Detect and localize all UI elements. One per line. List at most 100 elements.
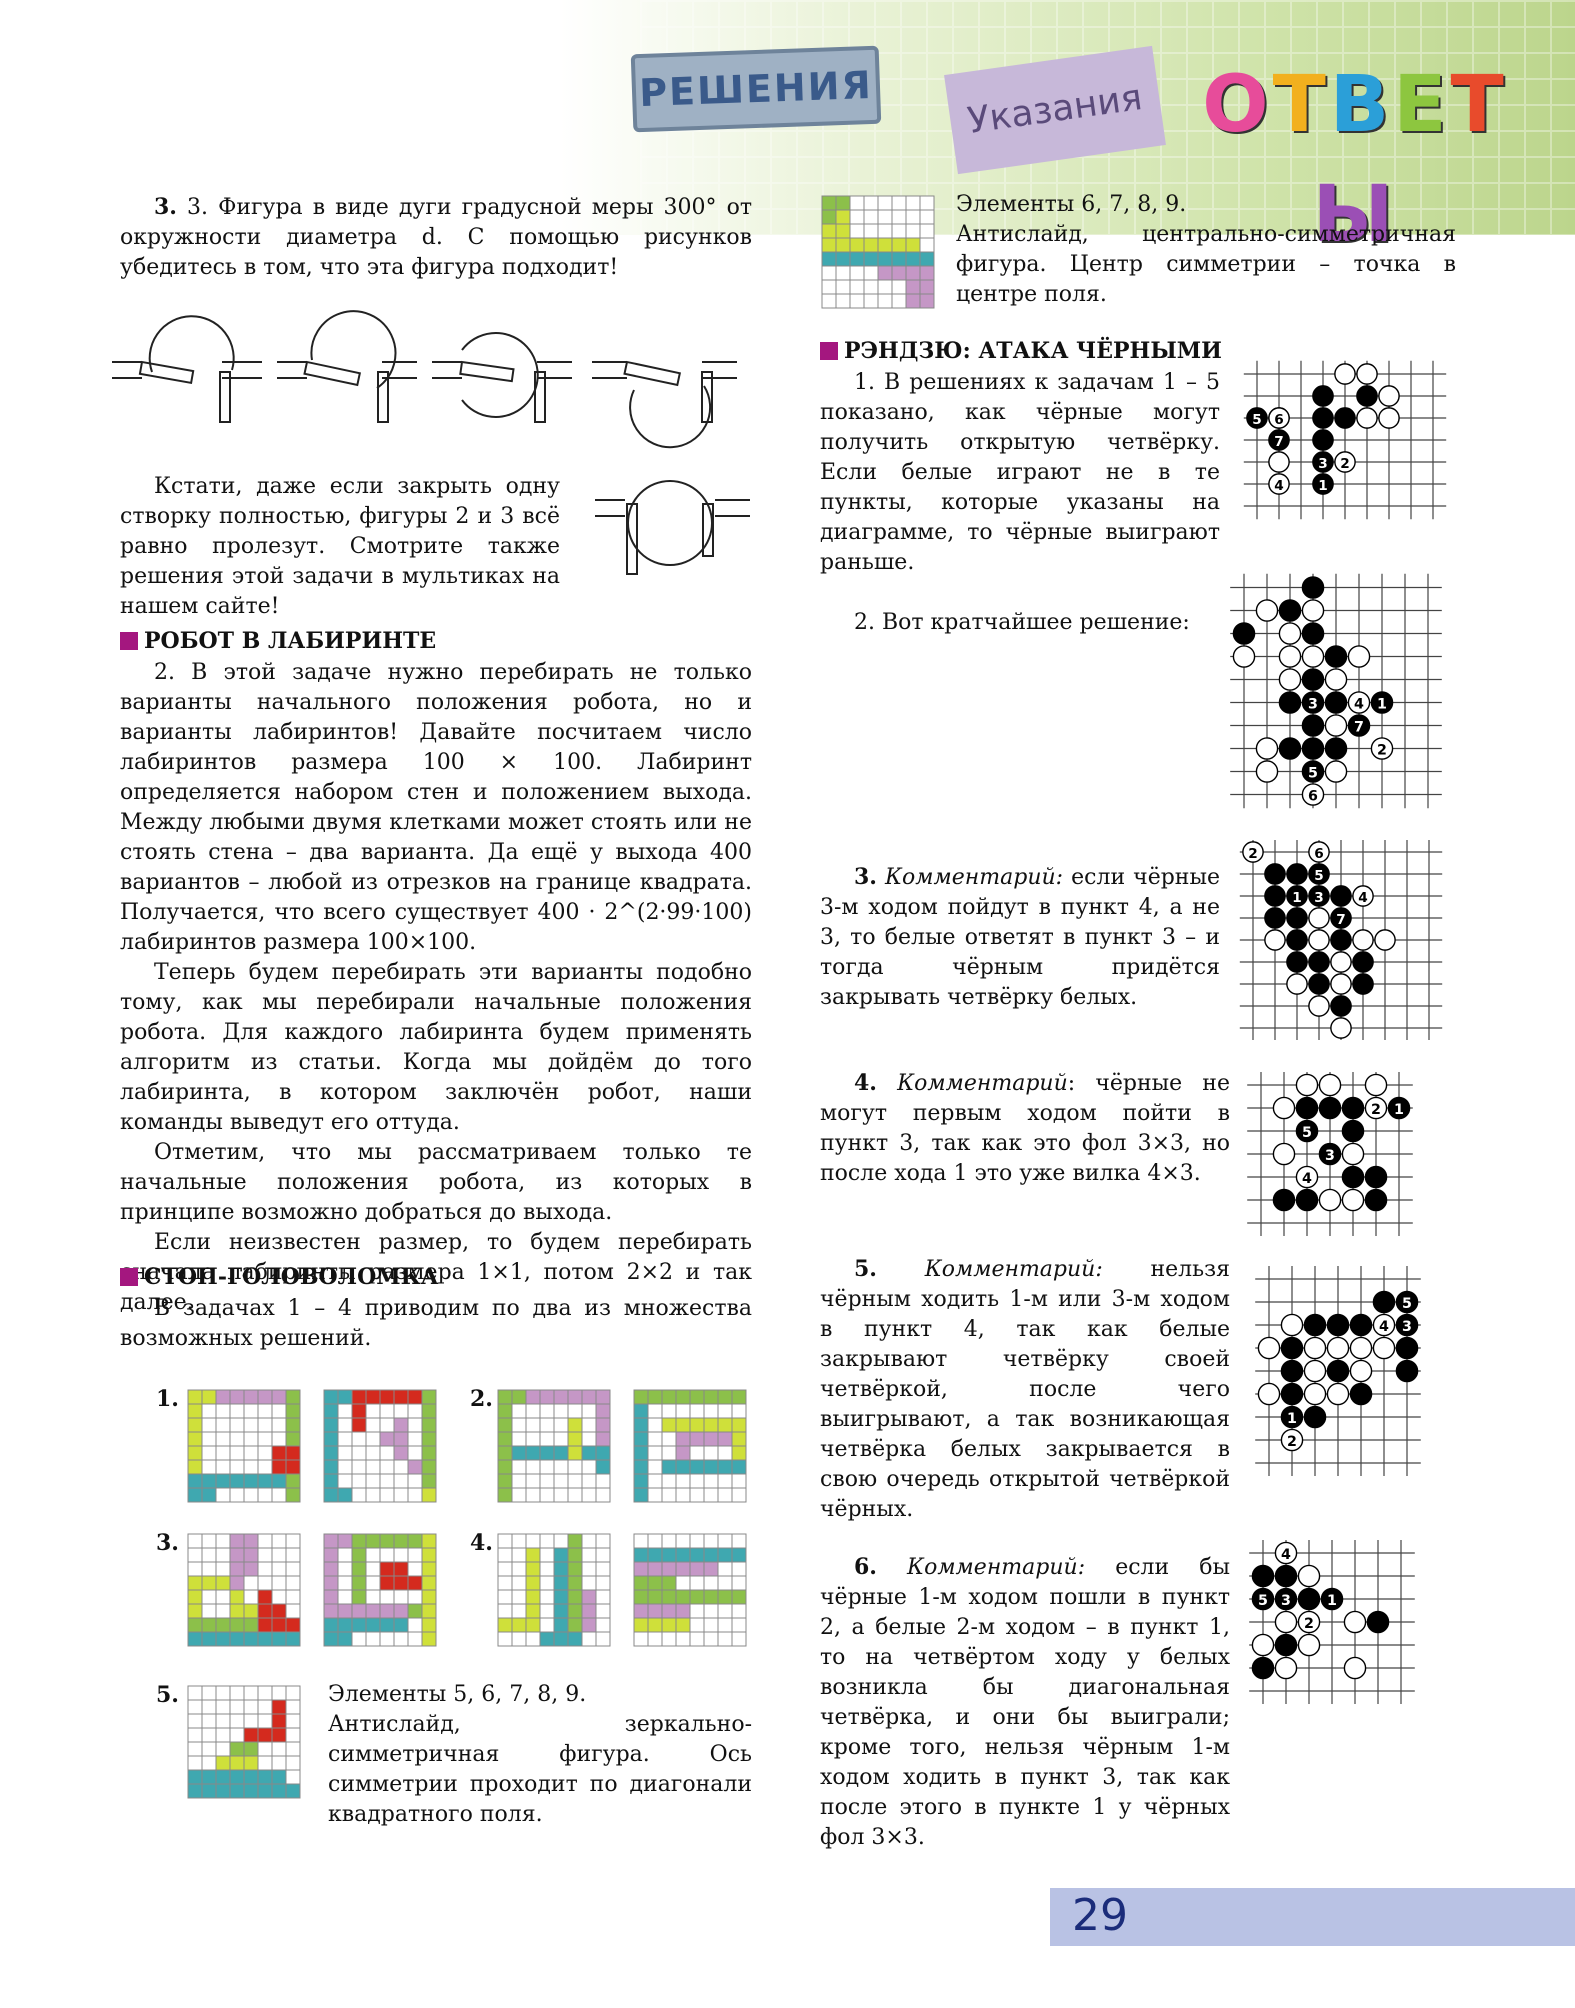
puzzle-cell bbox=[689, 1459, 705, 1475]
white-stone bbox=[1303, 1359, 1327, 1383]
puzzle-cell bbox=[379, 1603, 395, 1619]
puzzle-cell bbox=[187, 1417, 203, 1433]
black-stone bbox=[1330, 995, 1352, 1017]
puzzle-cell bbox=[407, 1547, 423, 1563]
puzzle-cell bbox=[337, 1547, 353, 1563]
black-stone bbox=[1395, 1290, 1419, 1314]
puzzle-cell bbox=[215, 1603, 231, 1619]
puzzle-cell bbox=[421, 1389, 437, 1405]
puzzle-cell bbox=[271, 1417, 287, 1433]
answers-letter: Т bbox=[1450, 60, 1508, 150]
puzzle-cell bbox=[689, 1617, 705, 1633]
puzzle-cell bbox=[243, 1617, 259, 1633]
puzzle-cell bbox=[285, 1755, 301, 1771]
puzzle-cell bbox=[525, 1589, 541, 1605]
puzzle-cell bbox=[285, 1783, 301, 1799]
puzzle-cell bbox=[553, 1617, 569, 1633]
stone-number: 4 bbox=[1281, 1547, 1291, 1563]
puzzle-cell bbox=[595, 1473, 611, 1489]
puzzle-cell bbox=[351, 1561, 367, 1577]
puzzle-cell bbox=[215, 1533, 231, 1549]
puzzle-cell bbox=[201, 1617, 217, 1633]
puzzle-cell bbox=[393, 1459, 409, 1475]
puzzle-cell bbox=[647, 1417, 663, 1433]
puzzle-cell bbox=[257, 1389, 273, 1405]
white-stone bbox=[1274, 1541, 1298, 1565]
puzzle-cell bbox=[187, 1561, 203, 1577]
white-stone bbox=[1297, 1633, 1321, 1657]
puzzle-cell bbox=[337, 1603, 353, 1619]
puzzle-cell bbox=[717, 1533, 733, 1549]
puzzle-cell bbox=[539, 1473, 555, 1489]
puzzle-cell bbox=[863, 265, 879, 281]
puzzle-cell bbox=[497, 1603, 513, 1619]
puzzle-cell bbox=[525, 1389, 541, 1405]
black-stone bbox=[1352, 951, 1374, 973]
puzzle-cell bbox=[835, 279, 851, 295]
puzzle-cell bbox=[201, 1533, 217, 1549]
puzzle-cell bbox=[647, 1459, 663, 1475]
puzzle-cell bbox=[891, 209, 907, 225]
puzzle-cell bbox=[717, 1589, 733, 1605]
puzzle-cell bbox=[567, 1389, 583, 1405]
puzzle-cell bbox=[323, 1389, 339, 1405]
puzzle-cell bbox=[257, 1699, 273, 1715]
puzzle-cell bbox=[351, 1589, 367, 1605]
puzzle-cell bbox=[201, 1561, 217, 1577]
stop-text: В задачах 1 – 4 приводим по два из множе… bbox=[120, 1296, 752, 1351]
puzzle-cell bbox=[215, 1755, 231, 1771]
puzzle-cell bbox=[717, 1445, 733, 1461]
white-stone bbox=[1274, 1656, 1298, 1680]
section-robot-title: РОБОТ В ЛАБИРИНТЕ bbox=[120, 626, 436, 656]
puzzle-cell bbox=[661, 1445, 677, 1461]
puzzle-cell bbox=[633, 1473, 649, 1489]
puzzle-cell bbox=[271, 1617, 287, 1633]
white-stone bbox=[1343, 1610, 1367, 1634]
puzzle-cell bbox=[647, 1547, 663, 1563]
puzzle-cell bbox=[539, 1575, 555, 1591]
black-stone bbox=[1301, 622, 1325, 645]
puzzle-cell bbox=[421, 1603, 437, 1619]
puzzle-cell bbox=[497, 1445, 513, 1461]
puzzle-cell bbox=[407, 1473, 423, 1489]
puzzle-cell bbox=[257, 1533, 273, 1549]
puzzle-cell bbox=[567, 1575, 583, 1591]
puzzle-cell bbox=[661, 1389, 677, 1405]
white-stone bbox=[1372, 1313, 1396, 1337]
puzzle-cell bbox=[257, 1631, 273, 1647]
puzzle-cell bbox=[731, 1445, 747, 1461]
puzzle-cell bbox=[497, 1431, 513, 1447]
black-stone bbox=[1278, 691, 1302, 714]
white-stone bbox=[1330, 1017, 1352, 1039]
puzzle-cell bbox=[661, 1431, 677, 1447]
puzzle-cell bbox=[717, 1561, 733, 1577]
robot-paragraph-1: 2. В этой задаче нужно перебирать не тол… bbox=[120, 660, 752, 955]
puzzle-cell bbox=[285, 1685, 301, 1701]
puzzle-cell bbox=[393, 1533, 409, 1549]
puzzle-cell bbox=[407, 1487, 423, 1503]
puzzle-cell bbox=[285, 1533, 301, 1549]
puzzle-cell bbox=[201, 1459, 217, 1475]
stone-number: 3 bbox=[1325, 1148, 1335, 1164]
puzzle-cell bbox=[703, 1417, 719, 1433]
puzzle-cell bbox=[407, 1445, 423, 1461]
black-stone bbox=[1324, 691, 1348, 714]
puzzle-cell bbox=[863, 251, 879, 267]
black-stone bbox=[1272, 1188, 1296, 1212]
puzzle-cell bbox=[243, 1487, 259, 1503]
puzzle-cell bbox=[421, 1459, 437, 1475]
black-stone bbox=[1286, 929, 1308, 951]
white-stone bbox=[1324, 714, 1348, 737]
puzzle-cell bbox=[243, 1741, 259, 1757]
puzzle-cell bbox=[633, 1603, 649, 1619]
black-stone bbox=[1326, 1359, 1350, 1383]
puzzle-cell bbox=[703, 1617, 719, 1633]
puzzle-cell bbox=[407, 1459, 423, 1475]
puzzle-cell bbox=[675, 1459, 691, 1475]
puzzle-cell bbox=[285, 1713, 301, 1729]
white-stone bbox=[1341, 1188, 1365, 1212]
puzzle-cell bbox=[905, 279, 921, 295]
puzzle-cell bbox=[595, 1431, 611, 1447]
puzzle-cell bbox=[581, 1547, 597, 1563]
stone-number: 1 bbox=[1377, 697, 1387, 713]
